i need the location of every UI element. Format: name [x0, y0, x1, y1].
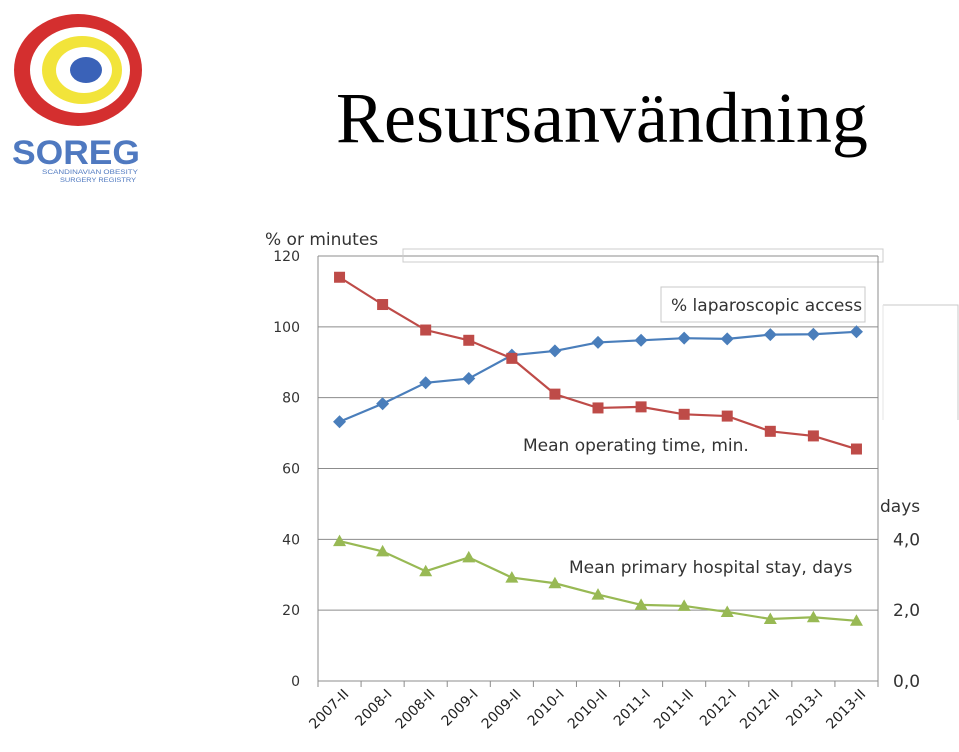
- y2-tick-label: 0,0: [893, 672, 920, 692]
- data-point: [376, 544, 390, 557]
- data-point: [377, 299, 389, 311]
- x-tick-label: 2008-I: [352, 687, 395, 730]
- data-point: [849, 614, 863, 626]
- y-tick-label: 40: [282, 532, 300, 548]
- x-tick-label: 2012-I: [697, 687, 740, 730]
- y-axis-label: % or minutes: [265, 230, 378, 250]
- y2-axis-label: days: [880, 497, 920, 517]
- logo-blue-dot: [70, 57, 102, 83]
- x-tick-label: 2011-II: [651, 687, 697, 733]
- data-point: [548, 344, 562, 358]
- data-point: [462, 550, 476, 563]
- data-point: [463, 334, 475, 346]
- data-point: [807, 430, 819, 442]
- x-tick-label: 2011-I: [611, 687, 654, 730]
- chart-labels: 0 20 40 60 80 100 120% or minutes days 0,0 2,0 4,0…: [265, 230, 920, 732]
- data-point: [763, 612, 777, 625]
- data-point: [462, 372, 476, 386]
- right-box-outline: [883, 304, 959, 420]
- data-point: [720, 332, 734, 346]
- x-tick-label: 2010-I: [525, 687, 568, 730]
- x-tick-label: 2012-II: [737, 687, 783, 733]
- data-point: [506, 352, 518, 364]
- x-tick-label: 2009-I: [439, 687, 482, 730]
- data-point: [634, 333, 648, 347]
- data-point: [806, 327, 820, 341]
- y2-tick-label: 2,0: [893, 601, 920, 621]
- chart-axes: [317, 256, 879, 687]
- legend-box-laparoscopic: [660, 286, 866, 323]
- data-point: [333, 534, 347, 547]
- y-tick-label: 80: [282, 391, 300, 407]
- data-point: [419, 376, 433, 390]
- y-tick-label: 100: [273, 320, 300, 336]
- y-tick-label: 120: [273, 249, 300, 265]
- logo-subtext-1: SCANDINAVIAN OBESITY: [42, 170, 138, 176]
- header-box: [402, 248, 884, 263]
- series-label: % laparoscopic access: [671, 296, 862, 316]
- data-point: [763, 328, 777, 342]
- data-point: [591, 335, 605, 349]
- series-line: [339, 540, 857, 622]
- data-point: [678, 408, 690, 420]
- data-point: [721, 410, 733, 422]
- soreg-logo: SOREG SCANDINAVIAN OBESITY SURGERY REGIS…: [12, 14, 142, 184]
- logo-subtext-2: SURGERY REGISTRY: [60, 178, 136, 184]
- y-tick-label: 20: [282, 603, 300, 619]
- x-tick-label: 2013-I: [783, 687, 826, 730]
- x-tick-label: 2007-II: [306, 687, 352, 733]
- data-point: [677, 331, 691, 345]
- x-tick-label: 2010-II: [565, 687, 611, 733]
- series-label: Mean operating time, min.: [523, 436, 749, 456]
- series-label: Mean primary hospital stay, days: [569, 558, 852, 578]
- data-point: [677, 599, 691, 611]
- chart-grid: [318, 255, 878, 611]
- data-point: [419, 564, 433, 577]
- logo-wordmark: SOREG: [12, 134, 140, 172]
- x-tick-label: 2009-II: [479, 687, 525, 733]
- data-point: [420, 324, 432, 336]
- data-point: [634, 598, 648, 610]
- y2-tick-label: 4,0: [893, 530, 920, 550]
- data-point: [592, 402, 604, 414]
- series-1: [334, 271, 862, 455]
- data-point: [333, 415, 347, 429]
- data-point: [849, 325, 863, 339]
- data-point: [806, 610, 820, 623]
- x-tick-label: 2013-II: [823, 687, 869, 733]
- data-point: [764, 425, 776, 437]
- data-point: [591, 588, 605, 600]
- data-point: [505, 571, 519, 583]
- y-tick-label: 60: [282, 462, 300, 478]
- data-point: [720, 605, 734, 617]
- slide-title: Resursanvändning: [336, 78, 868, 158]
- data-point: [334, 271, 346, 283]
- x-tick-label: 2008-II: [393, 687, 439, 733]
- series-2: [333, 534, 863, 626]
- data-point: [376, 397, 390, 411]
- series-layer: [333, 271, 863, 626]
- data-point: [635, 401, 647, 413]
- data-point: [548, 576, 562, 589]
- series-0: [333, 325, 863, 429]
- y-tick-label: 0: [291, 674, 300, 690]
- data-point: [850, 443, 862, 455]
- data-point: [549, 388, 561, 400]
